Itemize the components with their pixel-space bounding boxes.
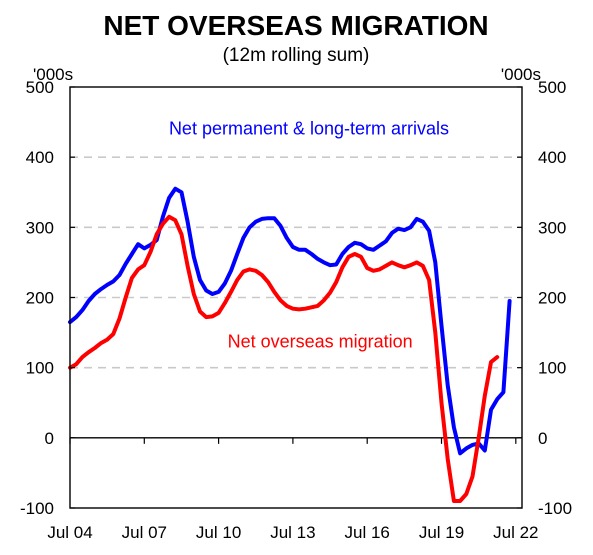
x-tick-label: Jul 04 (47, 523, 92, 542)
chart-subtitle: (12m rolling sum) (223, 45, 370, 66)
x-tick-label: Jul 13 (270, 523, 315, 542)
series-line-permanent-long-term-arrivals (68, 186, 512, 456)
y-tick-label-left: 400 (26, 148, 54, 167)
y-tick-label-left: 0 (45, 429, 54, 448)
y-tick-label-right: 0 (538, 429, 547, 448)
chart-title: NET OVERSEAS MIGRATION (103, 10, 488, 41)
y-tick-label-left: 100 (26, 359, 54, 378)
labels-layer: 500 500 400 400 300 300 200 200 100 100 0 0 -100 -100… (20, 78, 572, 542)
series-layer (68, 186, 512, 503)
y-tick-label-right: 100 (538, 359, 566, 378)
y-tick-label-left: 300 (26, 218, 54, 237)
series-label-permanent-long-term-arrivals: Net permanent & long-term arrivals (169, 119, 449, 139)
y-tick-label-right: 200 (538, 289, 566, 308)
y-tick-label-right: -100 (538, 499, 572, 518)
y-tick-label-left: -100 (20, 499, 54, 518)
y-tick-label-right: 300 (538, 218, 566, 237)
gridlines (70, 156, 522, 369)
x-tick-label: Jul 07 (122, 523, 167, 542)
x-tick-label: Jul 22 (493, 523, 538, 542)
x-tick-label: Jul 10 (196, 523, 241, 542)
x-tick-label: Jul 19 (419, 523, 464, 542)
y-tick-label-left: 500 (26, 78, 54, 97)
ticks-layer (69, 86, 522, 509)
x-tick-label: Jul 16 (345, 523, 390, 542)
y-unit-right: '000s (501, 65, 541, 84)
series-line-net-overseas-migration (68, 214, 500, 503)
series-label-net-overseas-migration: Net overseas migration (228, 331, 413, 351)
y-tick-label-right: 500 (538, 78, 566, 97)
y-tick-label-right: 400 (538, 148, 566, 167)
y-tick-label-left: 200 (26, 289, 54, 308)
y-unit-left: '000s (33, 65, 73, 84)
